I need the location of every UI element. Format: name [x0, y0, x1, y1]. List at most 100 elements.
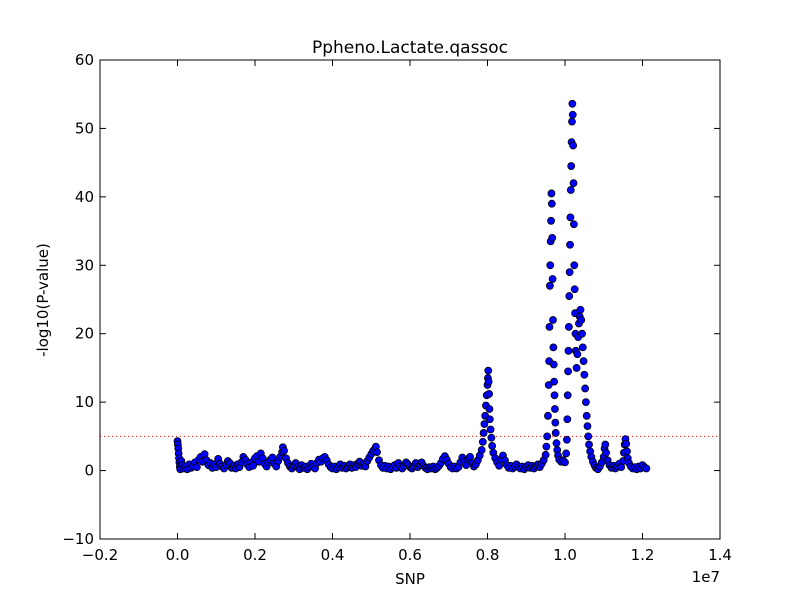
y-axis-ticks: −10 0 10 20 30 40 50 60 — [62, 51, 720, 548]
data-point — [582, 411, 591, 420]
data-point — [484, 366, 493, 375]
data-point — [550, 377, 559, 386]
data-point — [563, 415, 572, 424]
data-point — [565, 292, 574, 300]
data-point — [568, 117, 576, 126]
data-point — [485, 405, 494, 413]
data-point — [568, 99, 577, 108]
data-point — [373, 448, 381, 457]
data-point — [578, 343, 587, 352]
data-point — [479, 429, 488, 437]
x-tick-label: 0.6 — [398, 546, 422, 564]
x-tick-label: −0.2 — [82, 546, 118, 564]
data-point — [563, 391, 572, 400]
data-point — [582, 398, 590, 407]
data-point — [580, 370, 589, 379]
data-point — [488, 442, 497, 450]
data-point — [601, 440, 610, 449]
data-point — [573, 350, 582, 359]
data-point — [623, 447, 631, 456]
data-point — [566, 240, 574, 249]
data-point — [192, 463, 201, 472]
data-point — [487, 433, 496, 442]
y-tick-label: 40 — [75, 188, 94, 206]
x-axis-ticks: −0.2 0.0 0.2 0.4 0.6 0.8 1.0 1.2 1.4 — [82, 60, 732, 564]
data-point — [602, 448, 610, 457]
data-point — [485, 415, 494, 424]
data-point — [477, 446, 486, 454]
data-point — [548, 275, 557, 283]
y-tick-label: 30 — [75, 256, 94, 274]
data-point — [549, 316, 557, 324]
data-point — [545, 322, 554, 331]
data-point — [570, 261, 579, 270]
data-point — [544, 381, 553, 389]
data-point — [570, 285, 579, 294]
data-point — [484, 377, 493, 386]
data-point — [570, 220, 578, 229]
y-tick-label: 0 — [84, 462, 94, 480]
data-point — [249, 461, 257, 470]
y-tick-label: −10 — [62, 530, 94, 548]
data-point — [562, 449, 571, 458]
data-point — [622, 439, 631, 448]
x-tick-label: 0.2 — [243, 546, 267, 564]
data-point — [585, 440, 593, 449]
data-point — [568, 110, 577, 119]
data-point — [549, 343, 558, 352]
data-point — [546, 261, 555, 270]
data-point — [576, 305, 585, 314]
data-point — [545, 281, 554, 290]
data-point — [478, 437, 487, 446]
data-points — [173, 99, 651, 474]
chart-title: Ppheno.Lactate.qassoc — [312, 38, 508, 58]
x-tick-label: 1.0 — [553, 546, 577, 564]
data-point — [552, 439, 561, 448]
x-tick-label: 1.2 — [631, 546, 655, 564]
y-tick-label: 60 — [75, 51, 94, 69]
data-point — [549, 360, 558, 369]
data-point — [566, 213, 575, 222]
data-point — [548, 234, 557, 242]
data-point — [551, 418, 560, 427]
data-point — [565, 268, 574, 277]
data-point — [551, 429, 560, 437]
y-tick-label: 50 — [75, 119, 94, 137]
data-point — [567, 162, 576, 170]
data-point — [480, 420, 489, 428]
data-point — [569, 179, 578, 188]
data-point — [564, 346, 573, 355]
data-point — [551, 405, 559, 413]
data-point — [579, 357, 588, 365]
data-point — [569, 141, 578, 150]
x-axis-offset-label: 1e7 — [692, 568, 720, 586]
data-point — [547, 189, 556, 198]
data-point — [547, 216, 555, 225]
data-point — [577, 316, 586, 324]
x-tick-label: 0.0 — [166, 546, 190, 564]
data-point — [581, 384, 590, 393]
y-tick-label: 10 — [75, 393, 94, 411]
x-tick-label: 0.8 — [476, 546, 500, 564]
data-point — [544, 411, 552, 420]
data-point — [563, 435, 571, 444]
data-point — [541, 450, 550, 459]
data-point — [578, 329, 586, 338]
y-tick-label: 20 — [75, 325, 94, 343]
data-point — [550, 391, 559, 400]
y-axis-label: -log10(P-value) — [34, 243, 52, 357]
data-point — [584, 432, 593, 441]
data-point — [564, 367, 572, 376]
data-point — [583, 422, 592, 430]
data-point — [642, 464, 651, 473]
x-axis-label: SNP — [395, 570, 425, 588]
data-point — [486, 425, 495, 434]
data-point — [566, 186, 575, 194]
data-point — [572, 364, 581, 372]
data-point — [542, 442, 551, 451]
x-tick-label: 0.4 — [321, 546, 345, 564]
data-point — [564, 322, 573, 331]
data-point — [280, 446, 288, 455]
